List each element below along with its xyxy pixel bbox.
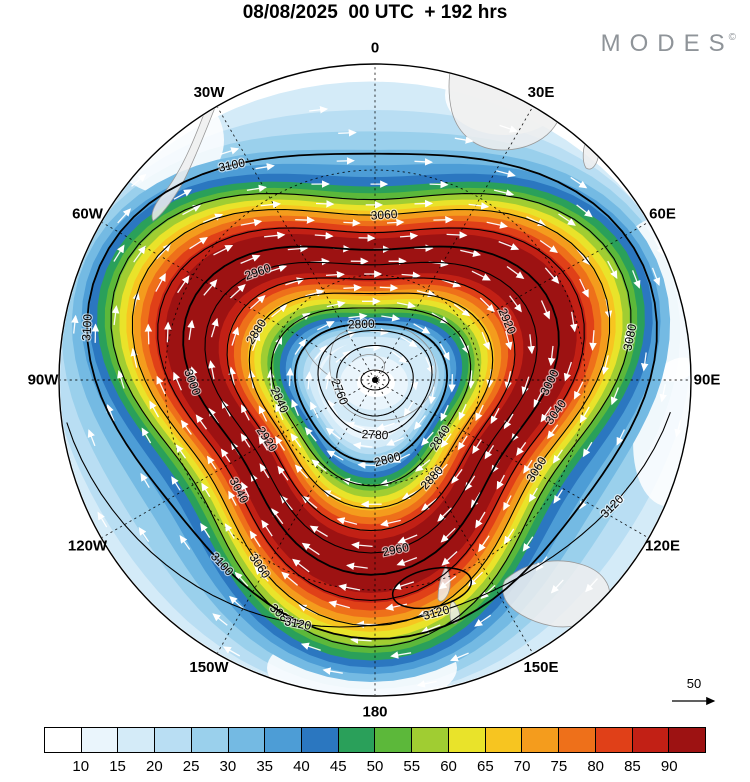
- height-contour: [86, 152, 658, 640]
- height-contour: [226, 277, 516, 532]
- colorbar-cells: [44, 727, 706, 753]
- colorbar-tick: 80: [587, 758, 604, 775]
- longitude-label: 90E: [694, 372, 721, 389]
- colorbar-cell: [485, 728, 523, 752]
- height-contour: [293, 323, 449, 463]
- colorbar-tick: 55: [403, 758, 421, 775]
- colorbar-tick: 25: [182, 758, 200, 775]
- colorbar-tick: 15: [109, 758, 126, 775]
- colorbar-tick: 75: [550, 758, 568, 775]
- closed-low-contour: [391, 566, 473, 610]
- modes-logo-text: MODES: [600, 30, 734, 57]
- height-contour: [204, 261, 538, 554]
- height-contour: [110, 193, 632, 648]
- colorbar-cell: [302, 728, 339, 752]
- polar-map: 2760278028002800284028402880288029202920…: [28, 40, 721, 721]
- chart-title: 08/08/2025 00 UTC + 192 hrs: [242, 2, 508, 23]
- longitude-label: 30W: [194, 84, 226, 101]
- colorbar-cell: [375, 728, 413, 752]
- contour-label: 3060: [370, 207, 398, 223]
- contour-label: 2780: [361, 427, 389, 442]
- longitude-label: 150W: [189, 659, 229, 676]
- contour-label: 2960: [381, 540, 410, 559]
- longitude-label: 150E: [523, 659, 558, 676]
- colorbar-cell: [448, 728, 486, 752]
- contour-label: 3100: [217, 155, 246, 174]
- colorbar-cell: [412, 728, 449, 752]
- colorbar-tick: 35: [256, 758, 273, 775]
- longitude-label: 90W: [28, 372, 60, 389]
- inner-low-contour: [360, 369, 390, 391]
- colorbar-cell: [191, 728, 229, 752]
- longitude-label: 60E: [649, 206, 676, 223]
- colorbar-tick: 20: [145, 758, 163, 775]
- modes-logo-copyright: ©: [728, 32, 736, 43]
- height-contour: [66, 411, 671, 628]
- reference-vector: 50: [672, 676, 716, 706]
- wind-arrows-layer: [71, 106, 682, 688]
- contour-label: 2800: [348, 317, 375, 332]
- colorbar-cell: [338, 728, 376, 752]
- colorbar-cell: [265, 728, 303, 752]
- colorbar-cell: [81, 728, 119, 752]
- reference-vector-label: 50: [687, 676, 701, 691]
- longitude-label: 180: [362, 704, 387, 721]
- height-contour: [157, 227, 585, 601]
- longitude-label: 120E: [645, 538, 680, 555]
- colorbar-cell: [595, 728, 633, 752]
- colorbar-cell: [155, 728, 192, 752]
- colorbar-cell: [228, 728, 266, 752]
- contour-label: 3100: [79, 313, 95, 341]
- height-contour: [336, 344, 414, 417]
- height-contour: [317, 329, 433, 436]
- longitude-label: 0: [371, 40, 379, 57]
- colorbar-tick: 85: [624, 758, 641, 775]
- map-boundary: [58, 63, 692, 697]
- longitude-label: 120W: [68, 538, 108, 555]
- modes-logo: MODES©: [601, 30, 736, 58]
- colorbar-tick: 60: [440, 758, 457, 775]
- colorbar-cell: [118, 728, 156, 752]
- contour-label: 3120: [283, 614, 312, 633]
- colorbar-tick: 50: [366, 758, 384, 775]
- colorbar: 10 15 20 25 30 35 40 45 50 55 60 65 70 75 80 85 90: [44, 727, 706, 782]
- map-field: 2760278028002800284028402880288029202920…: [60, 65, 690, 695]
- height-contour: [182, 245, 560, 576]
- height-contour: [248, 292, 494, 509]
- colorbar-tick: 10: [72, 758, 90, 775]
- colorbar-tick: 30: [219, 758, 237, 775]
- shading-layer: [60, 65, 690, 695]
- colorbar-cell: [632, 728, 670, 752]
- pole-marker: [372, 377, 378, 383]
- contour-label: 3080: [620, 322, 639, 351]
- height-contour: [270, 307, 472, 487]
- longitude-label: 60W: [72, 206, 104, 223]
- colorbar-tick: 65: [476, 758, 494, 775]
- colorbar-tick: 70: [513, 758, 531, 775]
- colorbar-tick: 90: [660, 758, 678, 775]
- colorbar-cell: [45, 728, 82, 752]
- longitude-label: 30E: [528, 84, 555, 101]
- colorbar-tick: 40: [293, 758, 310, 775]
- colorbar-cell: [522, 728, 560, 752]
- colorbar-tick: 45: [329, 758, 347, 775]
- colorbar-cell: [559, 728, 596, 752]
- colorbar-cell: [669, 728, 705, 752]
- colorbar-tick-labels: 10 15 20 25 30 35 40 45 50 55 60 65 70 75 80 85 90: [44, 753, 706, 779]
